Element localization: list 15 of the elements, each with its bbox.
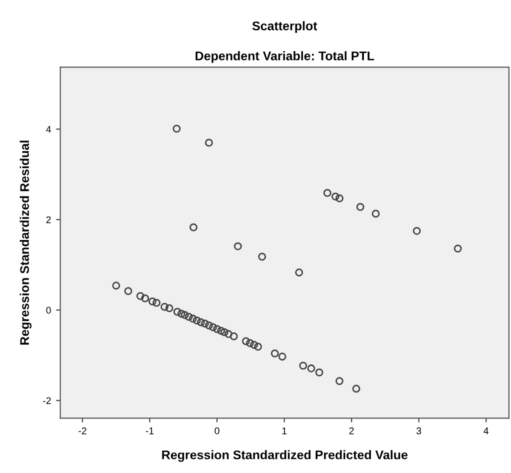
x-tick-label: 2 [349, 427, 354, 434]
y-tick-label: 2 [46, 216, 51, 224]
x-axis-title: Regression Standardized Predicted Value [162, 450, 408, 462]
y-tick-label: 4 [46, 126, 51, 133]
y-tick-label: -2 [43, 397, 51, 404]
y-axis-title: Regression Standardized Residual [20, 140, 32, 345]
x-tick-label: 1 [282, 428, 287, 434]
chart-subtitle: Dependent Variable: Total PTL [196, 51, 374, 63]
y-tick-label: 0 [46, 306, 51, 314]
chart-title: Scatterplot [252, 21, 318, 33]
x-tick-label: 3 [416, 427, 422, 434]
x-tick-label: -1 [146, 428, 154, 434]
x-tick-label: 4 [484, 428, 489, 434]
x-tick-label: -2 [78, 427, 86, 434]
x-tick-label: 0 [214, 427, 220, 434]
